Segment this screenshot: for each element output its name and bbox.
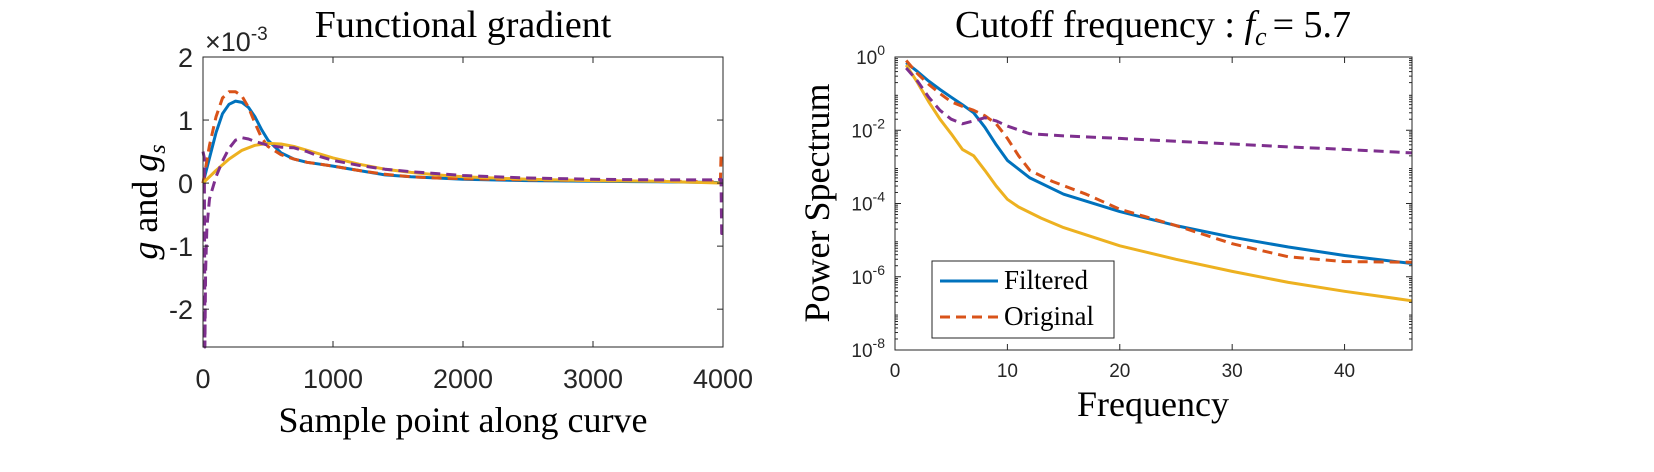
y-tick-label: 0 xyxy=(178,169,193,199)
x-tick-label: 0 xyxy=(195,364,210,394)
x-tick-label: 40 xyxy=(1334,361,1355,382)
y-tick-label: 2 xyxy=(178,43,193,73)
legend: Filtered Original xyxy=(931,260,1115,339)
x-tick-label: 20 xyxy=(1109,361,1130,382)
chart-title-right-prefix: Cutoff frequency : xyxy=(955,4,1235,46)
y-tick-label: -1 xyxy=(169,232,193,262)
y-tick-label: 10-6 xyxy=(851,262,885,289)
y-tick-label: 10-8 xyxy=(851,335,885,362)
x-tick-label: 2000 xyxy=(433,364,493,394)
y-ticks-left: -2 -1 0 1 2 xyxy=(169,43,723,325)
x-ticks-left: 0 1000 2000 3000 4000 xyxy=(195,57,753,394)
y-tick-label: 1 xyxy=(178,106,193,136)
series-line-1 xyxy=(905,59,1413,264)
plot-area-left xyxy=(203,57,723,347)
y-multiplier-exp: -3 xyxy=(251,24,268,45)
chart-power-spectrum: 0 10 20 30 40 10-8 10-6 10-4 10-2 100 Cutoff fre… xyxy=(797,4,1413,424)
x-tick-label: 0 xyxy=(890,361,901,382)
y-tick-label: -2 xyxy=(169,295,193,325)
y-tick-label: 10-4 xyxy=(851,189,885,216)
x-tick-label: 1000 xyxy=(303,364,363,394)
series-line-3 xyxy=(905,67,1413,155)
chart-functional-gradient: 0 1000 2000 3000 4000 -2 -1 0 1 2 Functional gra… xyxy=(125,4,753,440)
y-axis-label-right: Power Spectrum xyxy=(797,84,837,323)
y-axis-label-connector: and xyxy=(125,181,165,233)
x-tick-label: 4000 xyxy=(693,364,753,394)
y-axis-label-var-g: g xyxy=(125,242,165,260)
chart-title-right: Cutoff frequency : fc = 5.7 xyxy=(955,4,1351,51)
y-tick-label: 100 xyxy=(856,42,885,69)
y-multiplier-left: ×10-3 xyxy=(205,24,268,57)
x-tick-label: 3000 xyxy=(563,364,623,394)
y-axis-label-left: g and gs xyxy=(125,144,171,259)
series-line-1 xyxy=(201,90,724,184)
x-axis-label-left: Sample point along curve xyxy=(279,400,648,440)
chart-title-right-sub: c xyxy=(1255,22,1267,51)
y-tick-label: 10-2 xyxy=(851,115,885,142)
legend-label-filtered: Filtered xyxy=(1004,265,1088,295)
x-tick-label: 30 xyxy=(1222,361,1243,382)
legend-box xyxy=(931,260,1115,339)
series-line-0 xyxy=(905,61,1413,265)
y-axis-label-sub: s xyxy=(145,144,171,153)
series-group-left xyxy=(201,90,724,349)
series-line-2 xyxy=(904,64,1413,303)
x-axis-label-right: Frequency xyxy=(1077,384,1229,424)
legend-label-original: Original xyxy=(1004,301,1094,331)
x-tick-label: 10 xyxy=(997,361,1018,382)
y-multiplier-prefix: ×10 xyxy=(205,27,251,57)
y-ticks-right: 10-8 10-6 10-4 10-2 100 xyxy=(851,42,1412,362)
series-group-right xyxy=(904,59,1413,303)
series-line-3 xyxy=(201,136,724,349)
chart-title-left: Functional gradient xyxy=(315,4,612,46)
y-axis-label-var-g2: g xyxy=(125,154,165,172)
x-ticks-right: 0 10 20 30 40 xyxy=(890,57,1355,382)
chart-title-right-value: = 5.7 xyxy=(1273,4,1351,46)
